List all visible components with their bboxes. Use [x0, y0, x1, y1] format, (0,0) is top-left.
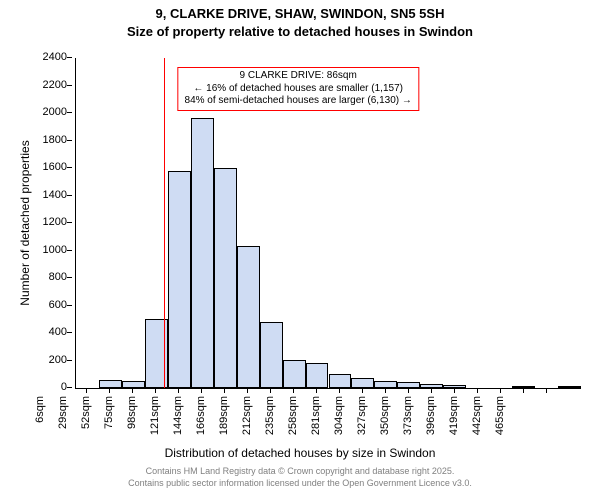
histogram-bar: [558, 386, 581, 388]
y-tick: 600: [0, 299, 67, 311]
y-tick: 1400: [0, 189, 67, 201]
reference-line: [164, 58, 165, 388]
y-tick: 1800: [0, 134, 67, 146]
x-tick-mark: [86, 388, 87, 393]
y-tick: 800: [0, 271, 67, 283]
y-tick: 1600: [0, 161, 67, 173]
y-tick: 1000: [0, 244, 67, 256]
x-tick-mark: [546, 388, 547, 393]
x-tick-mark: [293, 388, 294, 393]
x-axis-label: Distribution of detached houses by size …: [0, 446, 600, 460]
x-tick-mark: [132, 388, 133, 393]
chart-title-line2: Size of property relative to detached ho…: [0, 24, 600, 39]
histogram-bar: [283, 360, 306, 388]
histogram-bar: [329, 374, 352, 388]
x-tick-mark: [362, 388, 363, 393]
y-tick: 2400: [0, 51, 67, 63]
x-tick-mark: [247, 388, 248, 393]
annotation-line2: ← 16% of detached houses are smaller (1,…: [185, 83, 412, 96]
y-tick: 0: [0, 381, 67, 393]
y-tick: 400: [0, 326, 67, 338]
annotation-line1: 9 CLARKE DRIVE: 86sqm: [185, 70, 412, 83]
x-tick-mark: [500, 388, 501, 393]
x-tick-mark: [454, 388, 455, 393]
histogram-bar: [122, 381, 145, 388]
x-tick-mark: [155, 388, 156, 393]
x-tick-mark: [178, 388, 179, 393]
histogram-bar: [99, 380, 122, 388]
histogram-bar: [306, 363, 329, 388]
histogram-bar: [214, 168, 237, 388]
y-tick: 2200: [0, 79, 67, 91]
x-tick-mark: [431, 388, 432, 393]
x-tick-mark: [201, 388, 202, 393]
footer-line2: Contains public sector information licen…: [0, 478, 600, 488]
y-axis-label: Number of detached properties: [18, 58, 32, 388]
x-tick: 465sqm: [494, 396, 598, 435]
histogram-bar: [374, 381, 397, 388]
histogram-bar: [397, 382, 420, 388]
chart-title-line1: 9, CLARKE DRIVE, SHAW, SWINDON, SN5 5SH: [0, 6, 600, 21]
x-tick-mark: [316, 388, 317, 393]
histogram-bar: [191, 118, 214, 388]
histogram-bar: [237, 246, 260, 388]
x-tick-mark: [339, 388, 340, 393]
histogram-bar: [420, 384, 443, 388]
x-tick-mark: [385, 388, 386, 393]
footer-line1: Contains HM Land Registry data © Crown c…: [0, 466, 600, 476]
x-tick-mark: [408, 388, 409, 393]
x-tick-mark: [270, 388, 271, 393]
plot-area: 9 CLARKE DRIVE: 86sqm ← 16% of detached …: [75, 58, 581, 389]
x-tick-mark: [523, 388, 524, 393]
histogram-bar: [260, 322, 283, 388]
histogram-bar: [351, 378, 374, 388]
x-tick-mark: [477, 388, 478, 393]
x-tick-mark: [224, 388, 225, 393]
histogram-bar: [168, 171, 191, 388]
y-tick: 200: [0, 354, 67, 366]
y-tick: 1200: [0, 216, 67, 228]
annotation-box: 9 CLARKE DRIVE: 86sqm ← 16% of detached …: [178, 67, 419, 111]
y-tick: 2000: [0, 106, 67, 118]
x-tick-mark: [109, 388, 110, 393]
annotation-line3: 84% of semi-detached houses are larger (…: [185, 95, 412, 108]
